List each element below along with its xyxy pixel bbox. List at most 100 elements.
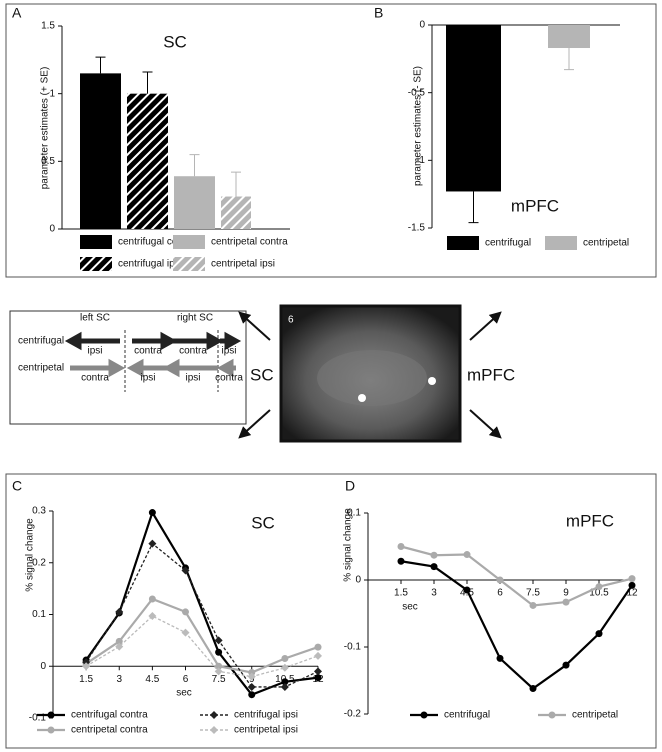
legend-swatch <box>447 236 479 250</box>
legend-label: centrifugal contra <box>118 237 195 248</box>
arrow <box>238 409 271 439</box>
marker <box>496 654 504 662</box>
legend-swatch <box>173 235 205 249</box>
chart-title: mPFC <box>566 511 614 530</box>
y-axis-label: parameter estimates (+ SE) <box>40 67 51 190</box>
bottom-frame <box>5 473 657 749</box>
chart-title: mPFC <box>511 196 559 215</box>
region-label: mPFC <box>467 365 515 384</box>
panel-label: C <box>12 478 22 494</box>
marker <box>214 636 223 645</box>
x-tick-label: 1.5 <box>79 674 93 685</box>
marker <box>314 674 322 682</box>
marker <box>463 586 471 594</box>
marker <box>148 595 156 603</box>
side-label: ipsi <box>140 373 155 384</box>
x-tick-label: 12 <box>626 588 638 599</box>
marker <box>47 726 55 734</box>
x-tick-label: 10.5 <box>589 588 609 599</box>
y-tick-label: -1.5 <box>408 223 426 234</box>
legend-label: centripetal ipsi <box>211 259 275 270</box>
legend-label: centrifugal ipsi <box>118 259 182 270</box>
sc-marker <box>358 394 366 402</box>
row-label: centripetal <box>18 363 64 374</box>
marker <box>181 566 190 575</box>
marker <box>182 608 189 616</box>
x-tick-label: 7.5 <box>526 588 540 599</box>
marker <box>595 583 603 591</box>
y-tick-label: 1.5 <box>41 21 55 32</box>
x-tick-label: 6 <box>497 588 503 599</box>
y-tick-label: 0 <box>355 575 361 586</box>
arrow <box>238 311 271 341</box>
marker <box>397 543 405 550</box>
bar <box>80 73 121 229</box>
legend-label: centrifugal ipsi <box>234 710 298 721</box>
arrow <box>469 409 502 439</box>
marker <box>420 711 428 719</box>
side-label: contra <box>81 373 109 384</box>
x-tick-label: 6 <box>183 674 189 685</box>
marker <box>496 576 504 584</box>
marker <box>47 711 55 719</box>
right-sc-label: right SC <box>177 313 213 324</box>
legend-label: centripetal <box>583 238 629 249</box>
marker <box>210 711 218 719</box>
x-tick-label: 1.5 <box>394 588 408 599</box>
y-axis-label: parameter estimates (- SE) <box>413 66 424 186</box>
x-tick-label: 7.5 <box>212 674 226 685</box>
top-frame <box>5 3 657 278</box>
marker <box>281 678 289 686</box>
row-label: centrifugal <box>18 336 64 347</box>
bar <box>127 93 168 230</box>
panel-label: B <box>374 5 383 21</box>
slice-label: 6 <box>288 315 294 326</box>
y-tick-label: 0.5 <box>41 156 55 167</box>
marker <box>148 509 156 517</box>
legend-swatch <box>80 235 112 249</box>
series-line <box>400 545 633 607</box>
left-sc-label: left SC <box>80 313 110 324</box>
marker <box>430 563 438 571</box>
marker <box>628 581 636 589</box>
centrifugal-arrows <box>64 331 242 351</box>
marker <box>463 551 471 559</box>
bar <box>446 25 501 192</box>
x-tick-label: 3 <box>431 588 437 599</box>
side-label: ipsi <box>221 346 236 357</box>
side-label: contra <box>215 373 243 384</box>
panel-label: D <box>345 478 355 494</box>
error-bar <box>468 191 479 224</box>
marker <box>82 658 91 667</box>
y-axis-label: % signal change <box>343 508 354 582</box>
y-tick-label: 0.1 <box>32 609 46 620</box>
centripetal-arrows <box>70 358 236 378</box>
legend-swatch <box>173 257 205 271</box>
legend-swatch <box>545 236 577 250</box>
marker <box>215 648 223 656</box>
marker <box>628 575 636 583</box>
bar <box>548 25 590 49</box>
marker <box>595 630 603 638</box>
legend-label: centripetal contra <box>211 237 288 248</box>
marker <box>148 612 157 621</box>
marker <box>115 642 124 651</box>
y-tick-label: 1 <box>49 88 55 99</box>
x-axis-label: sec <box>176 688 192 699</box>
y-tick-label: -1 <box>416 155 425 166</box>
legend-label: centripetal <box>572 710 618 721</box>
marker <box>562 598 570 606</box>
marker <box>562 661 570 669</box>
x-tick-label: 3 <box>116 674 122 685</box>
y-tick-label: -0.1 <box>29 713 47 724</box>
marker <box>215 662 223 670</box>
marker <box>281 654 289 662</box>
x-axis-label: sec <box>402 602 418 613</box>
legend-swatch <box>80 257 112 271</box>
chart-title: SC <box>163 32 187 51</box>
series-line <box>85 509 319 697</box>
error-bar <box>95 56 106 74</box>
side-label: contra <box>134 346 162 357</box>
